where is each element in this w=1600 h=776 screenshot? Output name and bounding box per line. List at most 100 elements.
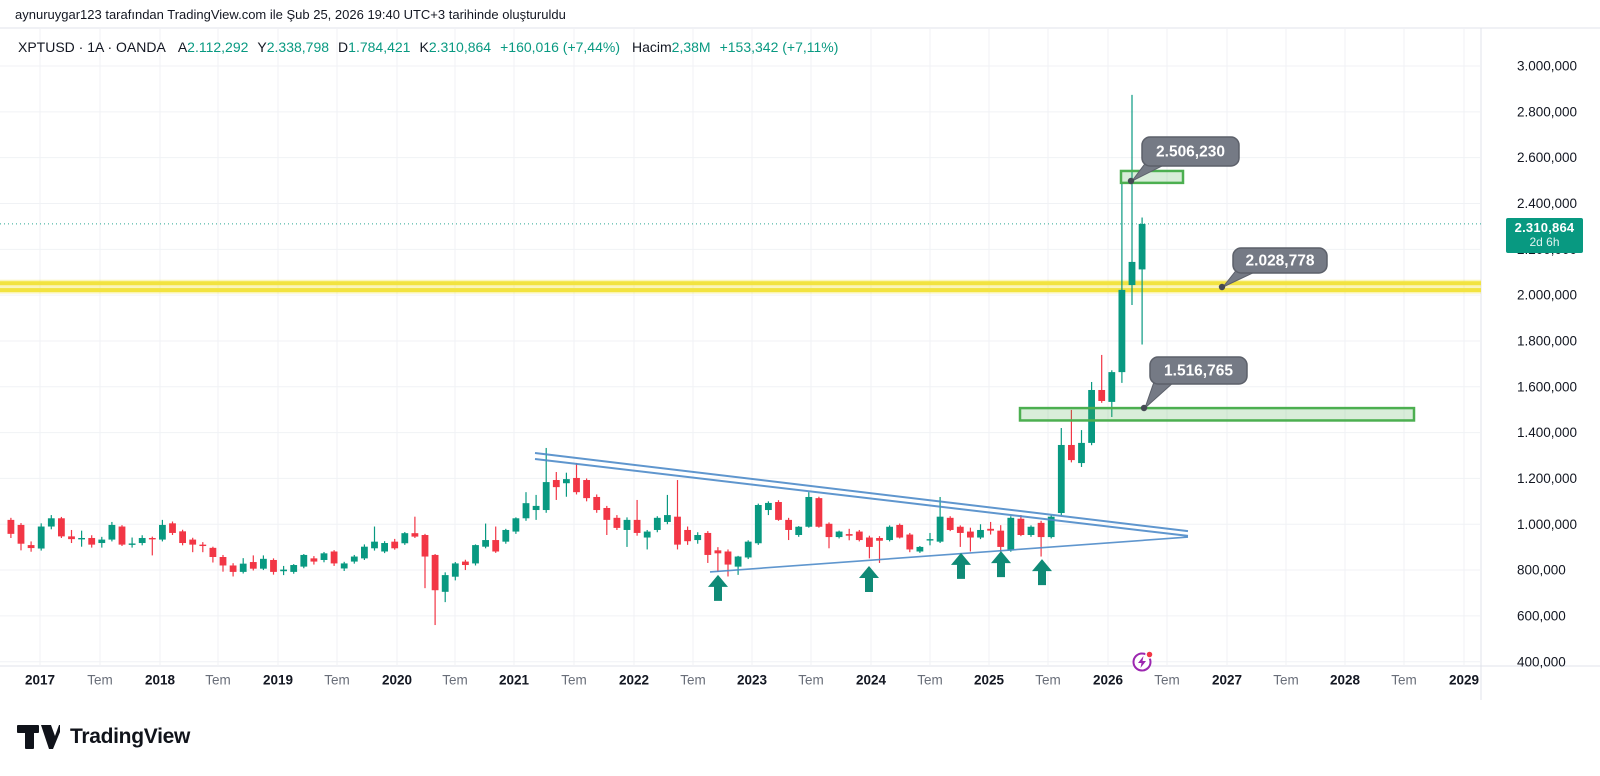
- candle: [613, 515, 621, 530]
- candle: [805, 492, 813, 528]
- symbol-title[interactable]: XPTUSD · 1A · OANDA: [18, 39, 166, 55]
- candle-body: [946, 517, 954, 530]
- candle-body: [502, 529, 510, 542]
- candle: [704, 531, 712, 563]
- candle-body: [805, 496, 813, 527]
- candles-layer: [7, 94, 1146, 626]
- candle-body: [320, 553, 328, 560]
- yellow-support-line[interactable]: [0, 279, 1481, 294]
- price-callout[interactable]: 2.506,230: [1127, 136, 1240, 185]
- time-axis-label: Tem: [442, 673, 468, 688]
- up-arrow-icon[interactable]: [1032, 559, 1052, 586]
- price-axis-label: 1.800,000: [1517, 334, 1577, 349]
- price-axis-label: 1.400,000: [1517, 425, 1577, 440]
- price-axis-label: 400,000: [1517, 654, 1566, 669]
- candle-body: [1118, 289, 1126, 373]
- candle-body: [1128, 261, 1136, 286]
- candle: [946, 516, 954, 532]
- candle-body: [512, 518, 520, 532]
- candle-body: [330, 551, 338, 564]
- candle-body: [148, 537, 156, 540]
- trendline[interactable]: [709, 536, 1189, 573]
- candle-body: [522, 503, 530, 519]
- candle-body: [371, 541, 378, 549]
- chart-frame: [0, 27, 1600, 700]
- candle-body: [664, 515, 671, 522]
- up-arrow-icon[interactable]: [708, 574, 728, 601]
- candle-body: [68, 536, 75, 540]
- candle-body: [300, 554, 308, 567]
- reaction-marker[interactable]: [1132, 650, 1154, 672]
- candle: [926, 532, 934, 546]
- trendline[interactable]: [534, 451, 1189, 533]
- symbol-info-bar: XPTUSD · 1A · OANDA A2.112,292 Y2.338,79…: [18, 39, 850, 55]
- time-axis-label: 2021: [499, 673, 530, 688]
- time-axis[interactable]: 2017 Tem 2018 Tem 2019 Tem 2020 Tem 2021 Tem 2022 T…: [25, 673, 1479, 688]
- candle: [260, 555, 267, 571]
- price-axis[interactable]: 3.000,0002.800,0002.600,0002.400,0002.20…: [1517, 59, 1577, 670]
- demand-zone-box[interactable]: [1018, 406, 1416, 422]
- time-axis-label: 2025: [974, 673, 1005, 688]
- candle-body: [219, 557, 227, 566]
- candle-body: [997, 530, 1005, 547]
- candle-body: [58, 518, 65, 537]
- candle: [47, 515, 55, 530]
- candle-body: [401, 533, 409, 544]
- price-axis-label: 2.400,000: [1517, 196, 1577, 211]
- yellow-line[interactable]: [0, 281, 1481, 286]
- candle-body: [431, 554, 439, 591]
- candle-body: [169, 523, 176, 533]
- candle: [593, 494, 601, 513]
- candle: [1037, 520, 1045, 557]
- candle-body: [987, 528, 994, 531]
- callout-bubble[interactable]: [1232, 247, 1328, 274]
- candle-body: [108, 524, 116, 540]
- candle: [138, 535, 146, 546]
- candle: [674, 480, 681, 550]
- yellow-line[interactable]: [0, 288, 1481, 293]
- candle: [815, 496, 823, 528]
- candle-body: [896, 524, 904, 538]
- candle: [320, 551, 328, 563]
- price-callout[interactable]: 1.516,765: [1140, 356, 1248, 412]
- ohlc-open: A2.112,292: [177, 39, 249, 55]
- callout-bubble[interactable]: [1149, 356, 1248, 385]
- callout-bubble[interactable]: [1141, 136, 1240, 167]
- callout-anchor-dot: [1140, 404, 1148, 412]
- candle-body: [1047, 516, 1055, 538]
- candle: [866, 535, 873, 559]
- candle: [967, 527, 974, 552]
- candle-body: [866, 537, 873, 547]
- candle: [411, 516, 419, 538]
- candle: [542, 447, 550, 513]
- candle-body: [189, 539, 197, 545]
- candle: [765, 501, 772, 516]
- candle-body: [956, 526, 964, 533]
- candle-body: [492, 540, 500, 552]
- candle-body: [835, 531, 843, 538]
- ohlc-high: Y2.338,798: [257, 39, 330, 55]
- candle: [1078, 430, 1085, 467]
- candle-body: [643, 531, 651, 538]
- up-arrow-icon[interactable]: [991, 551, 1011, 578]
- candle-body: [1037, 522, 1045, 538]
- candle: [684, 526, 691, 545]
- candle: [78, 530, 85, 547]
- candle: [280, 565, 287, 576]
- candle: [775, 500, 782, 521]
- price-callout[interactable]: 2.028,778: [1218, 247, 1328, 291]
- candle: [421, 533, 429, 589]
- up-arrow-icon[interactable]: [951, 552, 971, 579]
- candle-body: [876, 537, 883, 541]
- candle: [906, 532, 914, 553]
- tradingview-logo[interactable]: TradingView: [16, 722, 190, 752]
- callout-price-text: 1.516,765: [1164, 363, 1233, 380]
- candle-body: [1057, 444, 1065, 514]
- candle-body: [1088, 389, 1095, 443]
- trendline[interactable]: [534, 457, 1189, 537]
- candle-body: [7, 519, 15, 534]
- candle-body: [1138, 223, 1146, 270]
- candle-body: [855, 531, 863, 541]
- up-arrow-icon[interactable]: [859, 565, 879, 592]
